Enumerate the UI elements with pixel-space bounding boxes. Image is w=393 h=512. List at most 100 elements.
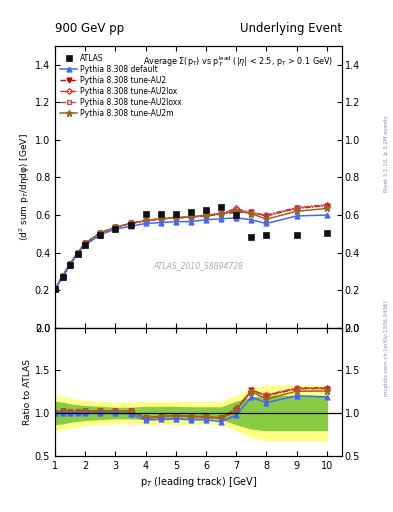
Pythia 8.308 tune-AU2	[234, 209, 239, 215]
Pythia 8.308 tune-AU2m	[204, 212, 208, 218]
Pythia 8.308 tune-AU2	[128, 220, 133, 226]
X-axis label: p$_T$ (leading track) [GeV]: p$_T$ (leading track) [GeV]	[140, 475, 257, 489]
Pythia 8.308 tune-AU2m	[128, 220, 133, 226]
Text: Average $\Sigma$(p$_T$) vs p$_T^{\rm lead}$ (|$\eta$| < 2.5, p$_T$ > 0.1 GeV): Average $\Sigma$(p$_T$) vs p$_T^{\rm lea…	[143, 55, 333, 70]
Y-axis label: ⟨d$^2$ sum p$_T$/dηdφ⟩ [GeV]: ⟨d$^2$ sum p$_T$/dηdφ⟩ [GeV]	[18, 133, 32, 241]
Pythia 8.308 tune-AU2loxx	[173, 215, 178, 221]
Pythia 8.308 tune-AU2lox	[60, 273, 65, 279]
Pythia 8.308 tune-AU2lox	[68, 261, 72, 267]
Pythia 8.308 tune-AU2loxx	[325, 202, 329, 208]
Pythia 8.308 tune-AU2lox	[173, 215, 178, 221]
ATLAS	[173, 211, 178, 217]
ATLAS	[128, 222, 133, 228]
Pythia 8.308 default	[189, 219, 193, 225]
ATLAS	[204, 207, 208, 214]
Pythia 8.308 tune-AU2m	[68, 261, 72, 267]
Pythia 8.308 tune-AU2loxx	[98, 230, 103, 236]
Pythia 8.308 tune-AU2lox	[128, 220, 133, 226]
ATLAS	[143, 211, 148, 217]
Pythia 8.308 tune-AU2loxx	[68, 261, 72, 267]
Pythia 8.308 tune-AU2lox	[325, 202, 329, 208]
Pythia 8.308 tune-AU2lox	[204, 213, 208, 219]
ATLAS	[113, 226, 118, 232]
Text: mcplots.cern.ch [arXiv:1306.3436]: mcplots.cern.ch [arXiv:1306.3436]	[384, 301, 389, 396]
Text: ATLAS_2010_S8894728: ATLAS_2010_S8894728	[153, 261, 244, 270]
Pythia 8.308 tune-AU2	[143, 218, 148, 224]
Pythia 8.308 tune-AU2loxx	[294, 205, 299, 211]
Pythia 8.308 default	[173, 219, 178, 225]
Pythia 8.308 tune-AU2	[98, 230, 103, 236]
Pythia 8.308 tune-AU2m	[83, 240, 88, 246]
Pythia 8.308 tune-AU2lox	[234, 205, 239, 211]
Pythia 8.308 tune-AU2m	[294, 208, 299, 215]
Pythia 8.308 tune-AU2lox	[98, 230, 103, 236]
Pythia 8.308 tune-AU2m	[60, 273, 65, 279]
Text: Rivet 3.1.10, ≥ 3.2M events: Rivet 3.1.10, ≥ 3.2M events	[384, 115, 389, 192]
Pythia 8.308 default	[234, 215, 239, 221]
ATLAS	[53, 286, 57, 292]
Pythia 8.308 tune-AU2lox	[264, 212, 269, 218]
Pythia 8.308 tune-AU2m	[219, 210, 224, 217]
Pythia 8.308 tune-AU2loxx	[75, 249, 80, 255]
Pythia 8.308 tune-AU2loxx	[53, 286, 57, 292]
Pythia 8.308 default	[60, 274, 65, 280]
Pythia 8.308 tune-AU2loxx	[158, 216, 163, 222]
Pythia 8.308 tune-AU2m	[325, 205, 329, 211]
Pythia 8.308 tune-AU2loxx	[204, 213, 208, 219]
ATLAS	[60, 274, 65, 280]
Line: ATLAS: ATLAS	[52, 203, 330, 292]
Pythia 8.308 tune-AU2m	[113, 224, 118, 230]
ATLAS	[325, 230, 329, 236]
Pythia 8.308 tune-AU2lox	[219, 210, 224, 217]
ATLAS	[294, 231, 299, 238]
Pythia 8.308 tune-AU2	[173, 215, 178, 221]
Pythia 8.308 tune-AU2	[189, 214, 193, 220]
Line: Pythia 8.308 tune-AU2: Pythia 8.308 tune-AU2	[53, 203, 329, 292]
Pythia 8.308 tune-AU2lox	[249, 210, 253, 216]
Pythia 8.308 tune-AU2	[249, 209, 253, 215]
Pythia 8.308 tune-AU2	[219, 211, 224, 217]
Pythia 8.308 default	[75, 250, 80, 257]
Pythia 8.308 tune-AU2loxx	[60, 273, 65, 279]
Pythia 8.308 tune-AU2lox	[189, 214, 193, 220]
Text: 900 GeV pp: 900 GeV pp	[55, 22, 124, 35]
Pythia 8.308 tune-AU2loxx	[264, 212, 269, 219]
Legend: ATLAS, Pythia 8.308 default, Pythia 8.308 tune-AU2, Pythia 8.308 tune-AU2lox, Py: ATLAS, Pythia 8.308 default, Pythia 8.30…	[58, 52, 184, 120]
Pythia 8.308 tune-AU2m	[158, 216, 163, 222]
Pythia 8.308 tune-AU2loxx	[128, 220, 133, 226]
Pythia 8.308 tune-AU2loxx	[113, 224, 118, 230]
ATLAS	[68, 262, 72, 268]
Pythia 8.308 tune-AU2	[83, 240, 88, 246]
Pythia 8.308 default	[68, 262, 72, 268]
Pythia 8.308 tune-AU2m	[189, 214, 193, 220]
Pythia 8.308 tune-AU2lox	[294, 204, 299, 210]
ATLAS	[219, 203, 224, 210]
Pythia 8.308 tune-AU2	[75, 249, 80, 255]
Pythia 8.308 default	[143, 220, 148, 226]
Pythia 8.308 tune-AU2	[68, 261, 72, 267]
Pythia 8.308 tune-AU2	[60, 273, 65, 279]
Line: Pythia 8.308 default: Pythia 8.308 default	[53, 212, 329, 292]
Pythia 8.308 tune-AU2	[204, 213, 208, 219]
Pythia 8.308 tune-AU2lox	[53, 286, 57, 292]
Pythia 8.308 default	[128, 223, 133, 229]
Pythia 8.308 default	[325, 212, 329, 218]
Pythia 8.308 tune-AU2	[53, 286, 57, 292]
Pythia 8.308 tune-AU2m	[249, 210, 253, 217]
ATLAS	[249, 233, 253, 240]
Pythia 8.308 default	[204, 217, 208, 223]
Pythia 8.308 tune-AU2loxx	[143, 218, 148, 224]
Pythia 8.308 tune-AU2m	[173, 215, 178, 221]
Pythia 8.308 default	[294, 213, 299, 219]
Pythia 8.308 tune-AU2loxx	[189, 214, 193, 220]
Pythia 8.308 default	[98, 231, 103, 238]
Pythia 8.308 default	[264, 220, 269, 226]
ATLAS	[98, 231, 103, 238]
Pythia 8.308 tune-AU2m	[75, 249, 80, 255]
Pythia 8.308 default	[83, 242, 88, 248]
ATLAS	[234, 212, 239, 218]
Pythia 8.308 tune-AU2loxx	[234, 206, 239, 212]
Pythia 8.308 tune-AU2loxx	[249, 210, 253, 216]
Pythia 8.308 tune-AU2	[158, 216, 163, 222]
Pythia 8.308 tune-AU2m	[143, 218, 148, 224]
